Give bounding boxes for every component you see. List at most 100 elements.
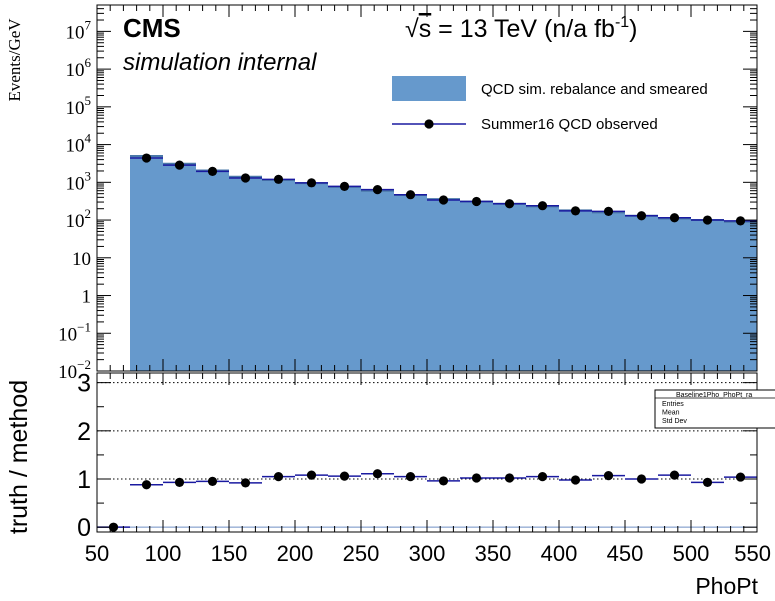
y-tick-label: 103: [66, 168, 92, 194]
legend-label-histogram: QCD sim. rebalance and smeared: [481, 81, 708, 98]
y-tick-label-base: 10: [66, 60, 85, 81]
ratio-point: [669, 470, 680, 480]
ratio-point: [240, 478, 251, 488]
energy-label-sqrt: √: [405, 15, 419, 43]
observed-point: [174, 160, 185, 170]
y-tick-label-base: 10: [58, 324, 77, 345]
y-tick-label: 10: [72, 249, 91, 270]
stats-box-row: Std Dev: [662, 418, 687, 425]
cms-label: CMS: [123, 13, 181, 43]
x-tick-label: 350: [475, 541, 512, 566]
y-tick-label-exponent: 5: [85, 93, 92, 108]
energy-label-s-label: s: [419, 15, 432, 43]
ratio-point: [504, 473, 515, 483]
observed-point: [669, 213, 680, 223]
observed-point: [570, 206, 581, 216]
observed-point: [306, 178, 317, 188]
y-tick-label-base: 1: [82, 287, 92, 308]
y-tick-label: 105: [66, 93, 92, 119]
y-tick-label-exponent: 3: [85, 168, 92, 183]
x-tick-label: 500: [673, 541, 710, 566]
ratio-point: [306, 470, 317, 480]
y-tick-label: 107: [66, 17, 92, 43]
observed-point: [372, 185, 383, 195]
observed-point: [636, 211, 647, 221]
y-tick-label-exponent: 4: [85, 131, 92, 146]
y-tick-label-exponent: −1: [77, 319, 91, 334]
energy-label-exp: -1: [615, 14, 629, 31]
observed-point: [471, 196, 482, 207]
y-tick-label-base: 10: [58, 362, 77, 383]
x-tick-label: 100: [145, 541, 182, 566]
y-tick-label: 1: [82, 287, 92, 308]
legend-marker-observed: [424, 119, 434, 129]
histogram-fill: [130, 155, 757, 371]
ratio-point: [405, 471, 416, 482]
ratio-y-tick-label: 3: [77, 370, 91, 398]
y-tick-label: 102: [66, 206, 92, 232]
y-axis-label: Events/GeV: [5, 18, 24, 102]
energy-label-main: = 13 TeV (n/a fb: [431, 15, 615, 43]
x-tick-label: 550: [734, 541, 771, 566]
observed-point: [603, 206, 614, 216]
ratio-point: [174, 477, 185, 487]
observed-point: [735, 216, 746, 226]
ratio-y-tick-label: 0: [77, 514, 91, 542]
x-tick-label: 450: [607, 541, 644, 566]
ratio-y-tick-label: 2: [77, 418, 91, 446]
ratio-point: [372, 469, 383, 479]
x-tick-label: 50: [85, 541, 109, 566]
stats-box-title: Baseline1Pho_PhoPt_ra: [676, 392, 752, 399]
y-tick-label-exponent: 2: [85, 206, 92, 221]
cms-sublabel: simulation internal: [123, 49, 317, 76]
legend-label-observed: Summer16 QCD observed: [481, 116, 658, 133]
y-tick-label-base: 10: [72, 249, 91, 270]
y-tick-label: 10−2: [58, 357, 91, 383]
ratio-point: [108, 522, 119, 532]
y-tick-label-base: 10: [66, 98, 85, 119]
x-tick-label: 400: [541, 541, 578, 566]
stats-box-row: Entries: [662, 401, 684, 408]
ratio-point: [273, 471, 284, 482]
observed-point: [537, 201, 548, 211]
ratio-point: [735, 472, 746, 482]
x-tick-label: 300: [409, 541, 446, 566]
energy-label: √s = 13 TeV (n/a fb-1): [405, 14, 638, 43]
y-tick-label-base: 10: [66, 211, 85, 232]
y-tick-label: 10−1: [58, 319, 91, 345]
observed-point: [405, 190, 416, 200]
y-tick-label-base: 10: [66, 173, 85, 194]
ratio-point: [702, 477, 713, 487]
y-tick-label-exponent: 6: [85, 55, 92, 70]
y-tick-label-base: 10: [66, 136, 85, 157]
legend-swatch-histogram: [392, 76, 466, 101]
y-tick-label-exponent: −2: [77, 357, 91, 372]
y-tick-label: 104: [66, 131, 92, 157]
ratio-point: [438, 476, 449, 486]
observed-point: [141, 153, 152, 163]
x-axis-label: PhoPt: [695, 573, 758, 599]
ratio-point: [603, 471, 614, 481]
stats-box-row: Mean: [662, 410, 680, 417]
y-tick-label-base: 10: [66, 22, 85, 43]
y-tick-label: 106: [66, 55, 92, 81]
observed-point: [240, 173, 251, 183]
ratio-point: [141, 480, 152, 490]
observed-point: [504, 199, 515, 209]
x-tick-label: 250: [343, 541, 380, 566]
observed-point: [339, 181, 350, 191]
ratio-y-axis-label: truth / method: [5, 380, 33, 534]
observed-point: [273, 174, 284, 184]
ratio-point: [339, 471, 350, 481]
energy-label-close: ): [629, 15, 637, 43]
x-tick-label: 200: [277, 541, 314, 566]
ratio-y-tick-label: 1: [77, 466, 91, 494]
ratio-point: [636, 474, 647, 484]
ratio-point: [207, 476, 218, 487]
stats-box: [654, 389, 775, 429]
observed-point: [702, 215, 713, 225]
observed-point: [207, 166, 218, 176]
